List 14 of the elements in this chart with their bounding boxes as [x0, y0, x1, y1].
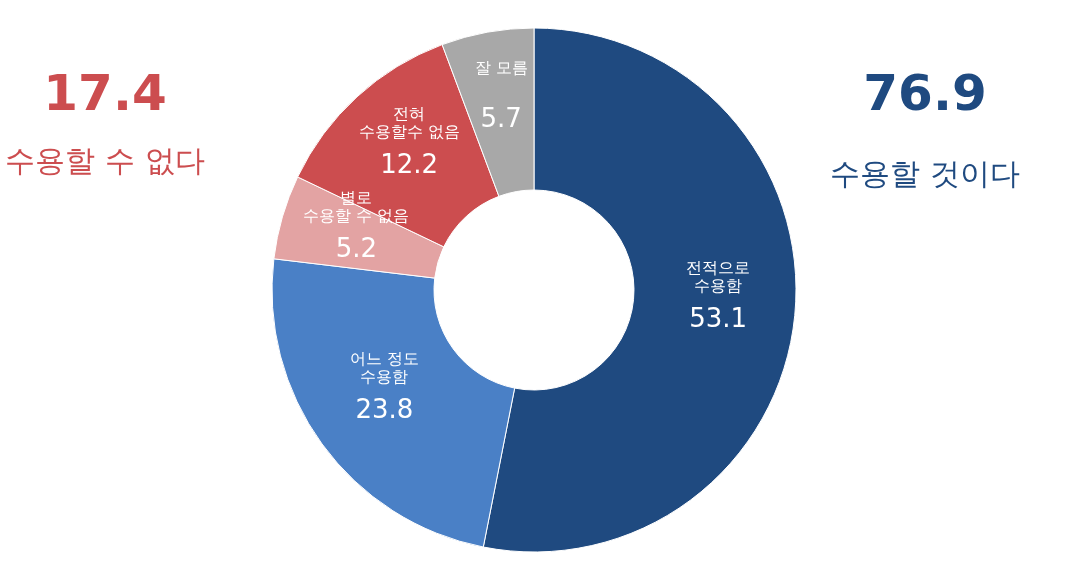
- data-label: 12.2: [380, 148, 439, 179]
- slice-label: 별로 수용할 수 없음: [303, 188, 410, 226]
- data-label: 5.2: [335, 233, 378, 264]
- data-label: 53.1: [689, 302, 748, 333]
- slice-label: 어느 정도 수용함: [349, 348, 419, 386]
- slice-label: 잘 모름: [474, 57, 528, 77]
- text: 수용할 것이다: [830, 156, 1020, 191]
- text: 76.9: [863, 64, 987, 122]
- data-label: 5.7: [480, 102, 522, 133]
- text: 수용할 수 없다: [5, 143, 205, 178]
- slice-label: 전혀 수용할수 없음: [358, 103, 460, 141]
- data-label: 23.8: [355, 393, 414, 424]
- slice-label: 전적으로 수용함: [686, 257, 751, 295]
- text: 17.4: [43, 64, 167, 122]
